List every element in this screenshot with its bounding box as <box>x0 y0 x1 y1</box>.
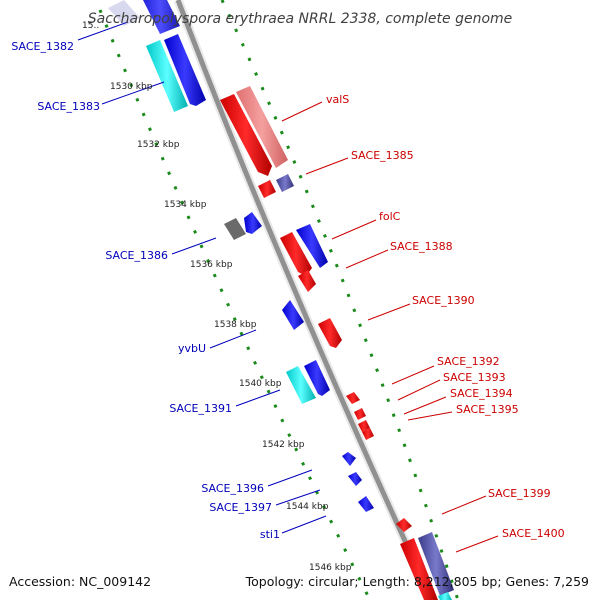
tick-label: 1546 kbp <box>309 563 352 573</box>
gene-label[interactable]: SACE_1382 <box>11 40 74 53</box>
map-title: Saccharopolyspora erythraea NRRL 2338, c… <box>88 11 513 27</box>
gene-sace-1388[interactable] <box>296 224 328 268</box>
accession-text: Accession: NC_009142 <box>9 574 151 589</box>
gene-sace-1391[interactable] <box>304 360 330 396</box>
gene-sace-1386[interactable] <box>244 212 262 234</box>
forward-gene-labels: valS SACE_1385 folC SACE_1388 SACE_1390 … <box>326 93 565 540</box>
gene-label[interactable]: SACE_1396 <box>201 482 264 495</box>
gene-vals-light[interactable] <box>236 86 288 168</box>
tick-label: 1530 kbp <box>110 82 153 92</box>
tick-label: 1544 kbp <box>286 502 329 512</box>
gene-label[interactable]: SACE_1388 <box>390 240 453 253</box>
genome-summary: Topology: circular; Length: 8,212,805 bp… <box>245 574 589 589</box>
gene-sace-1385-b[interactable] <box>276 174 294 192</box>
gene-label[interactable]: SACE_1385 <box>351 149 414 162</box>
gene-sace-1383[interactable] <box>146 40 188 112</box>
gene-vals[interactable] <box>220 94 272 176</box>
reverse-gene-labels: SACE_1382 SACE_1383 SACE_1386 yvbU SACE_… <box>11 40 280 541</box>
gene-label[interactable]: valS <box>326 93 349 106</box>
gene-sace-1392[interactable] <box>346 392 360 404</box>
genome-backbone <box>173 0 437 600</box>
tick-label: 1542 kbp <box>262 440 305 450</box>
gene-label[interactable]: SACE_1397 <box>209 501 272 514</box>
gene-sace-1390[interactable] <box>318 318 342 348</box>
gene-label[interactable]: SACE_1395 <box>456 403 519 416</box>
gene-sace-1394[interactable] <box>358 420 370 432</box>
gene-label[interactable]: SACE_1392 <box>437 355 500 368</box>
tick-label: 1532 kbp <box>137 140 180 150</box>
tick-labels: 15.. 1530 kbp 1532 kbp 1534 kbp 1536 kbp… <box>82 21 352 573</box>
gene-sace-1393[interactable] <box>354 408 366 420</box>
gene-folc[interactable] <box>280 232 312 276</box>
gene-label[interactable]: SACE_1391 <box>169 402 232 415</box>
gene-sace-1391-cyan[interactable] <box>286 366 316 404</box>
tick-label: 1540 kbp <box>239 379 282 389</box>
leader-lines-reverse <box>77 21 327 534</box>
gene-sace-1399[interactable] <box>396 518 412 532</box>
gene-label[interactable]: folC <box>379 210 401 223</box>
gene-sace-1382[interactable] <box>108 0 140 26</box>
gene-yvbu[interactable] <box>282 300 304 330</box>
gene-bottom-cyan[interactable] <box>438 592 452 600</box>
gene-sace-1382-block[interactable] <box>140 0 180 34</box>
gene-sace-1397[interactable] <box>348 472 362 486</box>
gene-label[interactable]: SACE_1400 <box>502 527 565 540</box>
gene-sace-1383-b[interactable] <box>164 34 206 106</box>
tick-label: 1538 kbp <box>214 320 257 330</box>
tick-label: 15.. <box>82 21 99 31</box>
gene-sace-1396[interactable] <box>342 452 356 466</box>
gene-sace-1386-grey[interactable] <box>224 218 246 240</box>
gene-label[interactable]: SACE_1386 <box>105 249 168 262</box>
gene-label[interactable]: SACE_1390 <box>412 294 475 307</box>
gene-label[interactable]: SACE_1393 <box>443 371 506 384</box>
right-dotted-track <box>220 0 460 600</box>
tick-label: 1536 kbp <box>190 260 233 270</box>
tick-label: 1534 kbp <box>164 200 207 210</box>
gene-sace-1400[interactable] <box>400 538 438 600</box>
gene-label[interactable]: SACE_1383 <box>37 100 100 113</box>
gene-sace-1388-tail[interactable] <box>298 270 316 292</box>
gene-label[interactable]: yvbU <box>178 342 206 355</box>
gene-sti1[interactable] <box>358 496 374 512</box>
gene-sace-1400-purple[interactable] <box>418 532 454 596</box>
leader-lines-forward <box>281 101 499 553</box>
gene-label[interactable]: sti1 <box>260 528 280 541</box>
gene-sace-1395[interactable] <box>362 428 374 440</box>
gene-label[interactable]: SACE_1399 <box>488 487 551 500</box>
gene-sace-1385[interactable] <box>258 180 276 198</box>
gene-label[interactable]: SACE_1394 <box>450 387 513 400</box>
